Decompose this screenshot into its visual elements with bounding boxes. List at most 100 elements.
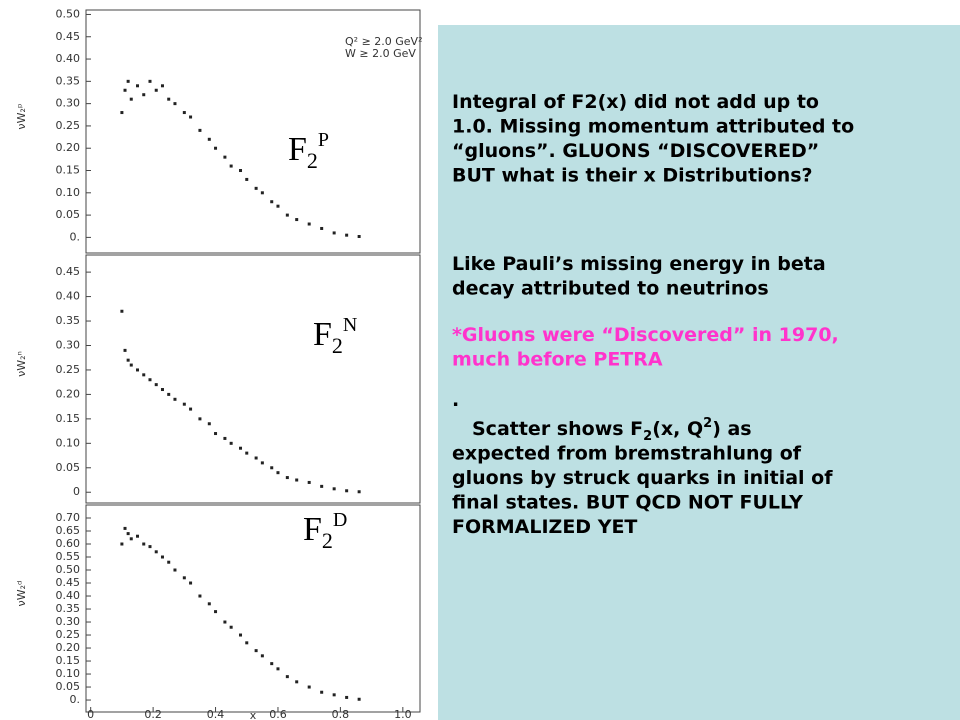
data-point — [270, 466, 274, 470]
data-point — [245, 177, 249, 181]
text-line: “gluons”. GLUONS “DISCOVERED” — [452, 140, 819, 162]
data-point — [332, 487, 336, 491]
plot-frame — [85, 504, 421, 713]
y-tick-label: 0.70 — [56, 511, 81, 524]
plot-frame — [85, 9, 421, 254]
text-run: BUT what is their x Distributions? — [452, 165, 813, 187]
data-point — [320, 226, 324, 230]
label-base: F — [313, 316, 332, 353]
panel-label: F2N — [313, 314, 357, 358]
y-tick-label: 0.25 — [56, 628, 81, 641]
data-point — [295, 218, 299, 222]
y-tick-label: 0.50 — [56, 563, 81, 576]
data-point — [357, 697, 361, 701]
data-point — [154, 88, 158, 92]
data-point — [126, 358, 130, 362]
y-tick-label: 0.35 — [56, 314, 81, 327]
data-point — [320, 690, 324, 694]
y-tick-label: 0.40 — [56, 589, 81, 602]
data-point — [254, 649, 258, 653]
data-point — [345, 695, 349, 699]
annotation: Q² ≥ 2.0 GeV² — [345, 35, 423, 48]
data-point — [142, 93, 146, 97]
text-line: 1.0. Missing momentum attributed to — [452, 116, 854, 138]
y-axis-label: νW₂ᵖ — [15, 103, 28, 129]
text-run: 1.0. Missing momentum attributed to — [452, 116, 854, 138]
data-point — [254, 456, 258, 460]
y-tick-label: 0.30 — [56, 615, 81, 628]
data-point — [260, 191, 264, 195]
data-point — [148, 378, 152, 382]
y-tick-label: 0.10 — [56, 436, 81, 449]
data-point — [198, 417, 202, 421]
y-tick-label: 0.25 — [56, 119, 81, 132]
data-point — [189, 407, 193, 411]
data-point — [307, 685, 311, 689]
data-point — [229, 441, 233, 445]
y-axis-label: νW₂ⁿ — [15, 351, 28, 377]
y-tick-label: 0.10 — [56, 667, 81, 680]
data-point — [160, 555, 164, 559]
text-run: Integral of F2(x) did not add up to — [452, 91, 819, 113]
data-point — [126, 532, 130, 536]
y-tick-label: 0.35 — [56, 74, 81, 87]
label-sub: 2 — [332, 333, 343, 358]
data-point — [126, 79, 130, 83]
data-point — [123, 88, 127, 92]
y-tick-label: 0.10 — [56, 186, 81, 199]
data-point — [332, 231, 336, 235]
data-point — [345, 489, 349, 493]
x-tick-label: 0 — [87, 708, 94, 720]
data-point — [167, 97, 171, 101]
data-point — [123, 526, 127, 530]
y-tick-label: 0.30 — [56, 338, 81, 351]
label-sub: 2 — [307, 148, 318, 173]
data-point — [214, 432, 218, 436]
y-tick-label: 0.40 — [56, 290, 81, 303]
text-line: . — [452, 389, 459, 411]
data-point — [295, 680, 299, 684]
data-point — [214, 146, 218, 150]
text-line: decay attributed to neutrinos — [452, 278, 769, 300]
data-point — [148, 545, 152, 549]
data-point — [182, 576, 186, 580]
data-point — [207, 137, 211, 141]
data-point — [285, 476, 289, 480]
data-point — [285, 675, 289, 679]
data-point — [123, 348, 127, 352]
y-tick-label: 0.05 — [56, 461, 81, 474]
data-point — [245, 641, 249, 645]
data-point — [173, 397, 177, 401]
data-point — [223, 436, 227, 440]
y-tick-label: 0.20 — [56, 141, 81, 154]
data-point — [295, 478, 299, 482]
data-point — [189, 581, 193, 585]
y-tick-label: 0.25 — [56, 363, 81, 376]
text-run: *Gluons were “Discovered” in 1970, — [452, 324, 839, 346]
data-point — [136, 368, 140, 372]
y-axis-label: νW₂ᵈ — [15, 581, 28, 607]
data-point — [260, 461, 264, 465]
data-point — [120, 309, 124, 313]
data-point — [229, 625, 233, 629]
label-sub: 2 — [322, 528, 333, 553]
text-run: 2 — [643, 429, 652, 444]
y-tick-label: 0.45 — [56, 30, 81, 43]
x-tick-label: 0.2 — [144, 708, 162, 720]
data-point — [136, 534, 140, 538]
y-tick-label: 0.30 — [56, 97, 81, 110]
text-run: decay attributed to neutrinos — [452, 278, 769, 300]
data-point — [223, 620, 227, 624]
text-run: much before PETRA — [452, 349, 663, 371]
text-line: Scatter shows F2(x, Q2) as — [472, 416, 752, 444]
label-sup: P — [318, 129, 329, 151]
text-line: Like Pauli’s missing energy in beta — [452, 253, 826, 275]
data-point — [239, 446, 243, 450]
text-run: Scatter shows F — [472, 418, 643, 440]
plot-frame — [85, 254, 421, 504]
data-point — [357, 235, 361, 239]
text-run: final states. BUT QCD NOT FULLY — [452, 492, 803, 514]
text-run: . — [452, 389, 459, 411]
data-point — [173, 102, 177, 106]
